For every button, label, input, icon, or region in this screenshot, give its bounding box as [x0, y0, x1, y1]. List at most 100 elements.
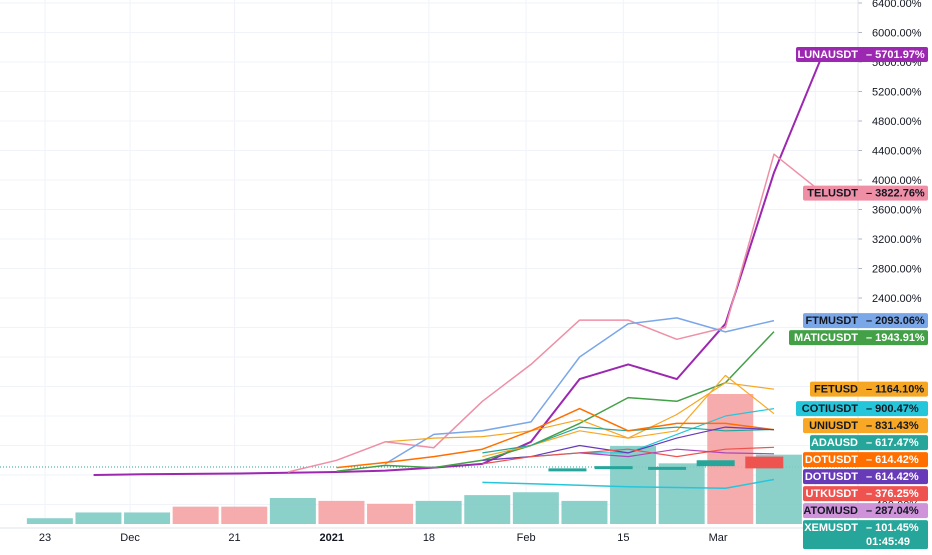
badge-bg	[803, 418, 928, 434]
badge-name: UTKUSDT	[805, 488, 858, 500]
price-badge: ADAUSD – 617.47%	[810, 435, 928, 451]
x-tick-label: Mar	[709, 532, 728, 544]
y-tick-label: 5200.00%	[872, 87, 922, 99]
y-tick-label: 4000.00%	[872, 175, 922, 187]
badge-bg	[803, 486, 928, 502]
badge-value: – 1164.10%	[866, 384, 924, 396]
price-badge: DOTUSDT – 614.42%	[803, 469, 928, 485]
price-badge: UNIUSDT – 831.43%	[803, 418, 928, 434]
volume-bar	[658, 463, 705, 524]
badge-name: MATICUSDT	[794, 332, 858, 344]
x-tick-label: 15	[617, 532, 629, 544]
y-tick-label: 6400.00%	[872, 0, 922, 10]
badge-name: ADAUSD	[811, 437, 858, 449]
price-badge: FETUSD – 1164.10%	[810, 381, 928, 397]
badge-bg	[803, 469, 928, 485]
badge-value: – 287.04%	[866, 505, 919, 517]
x-tick-label: Dec	[120, 532, 140, 544]
series-lines	[93, 54, 824, 490]
badge-value: – 900.47%	[866, 403, 919, 415]
volume-bar	[415, 500, 462, 524]
series-line	[579, 448, 775, 458]
price-badge: TELUSDT – 3822.76%	[803, 185, 928, 201]
candle	[548, 468, 587, 472]
candle	[648, 466, 687, 470]
y-tick-label: 2400.00%	[872, 293, 922, 305]
price-badge: FTMUSDT – 2093.06%	[803, 313, 928, 329]
badge-value: – 5701.97%	[866, 49, 925, 61]
badge-name: DOTUSDT	[805, 471, 858, 483]
price-badge: LUNAUSDT – 5701.97%	[796, 46, 928, 62]
volume-bar	[561, 500, 608, 524]
badge-bg	[803, 185, 928, 201]
volume-bar	[464, 495, 511, 524]
badge-value: – 3822.76%	[866, 188, 925, 200]
series-line	[93, 54, 824, 476]
badge-value: – 2093.06%	[866, 315, 925, 327]
volume-bar	[221, 506, 268, 524]
candle	[696, 460, 735, 467]
badge-value: – 376.25%	[866, 488, 919, 500]
badge-bg	[803, 520, 928, 550]
badge-value: – 614.42%	[866, 454, 919, 466]
series-line	[336, 407, 775, 469]
volume-bar	[512, 492, 559, 524]
y-tick-label: 3600.00%	[872, 205, 922, 217]
badge-bg	[789, 330, 928, 346]
badge-name: TELUSDT	[807, 188, 858, 200]
candle	[594, 466, 633, 470]
price-badge: ATOMUSD – 287.04%	[803, 503, 928, 519]
candle	[745, 456, 784, 469]
main-candles	[548, 456, 784, 472]
volume-bar	[269, 498, 316, 524]
badge-name: COTIUSDT	[802, 403, 859, 415]
x-tick-label: 18	[423, 532, 435, 544]
badge-name: FETUSD	[814, 384, 858, 396]
badge-value: – 1943.91%	[866, 332, 925, 344]
badge-value: – 614.42%	[866, 471, 919, 483]
badge-value: – 617.47%	[866, 437, 919, 449]
volume-bar	[124, 512, 171, 524]
y-tick-label: 4800.00%	[872, 116, 922, 128]
y-tick-label: 3200.00%	[872, 234, 922, 246]
y-tick-label: 6000.00%	[872, 28, 922, 40]
volume-bar	[26, 518, 73, 524]
badge-bg	[796, 46, 928, 62]
badge-bg	[810, 381, 928, 397]
badge-value: – 831.43%	[866, 420, 919, 432]
series-line	[287, 153, 824, 473]
series-line	[336, 331, 775, 473]
badge-bg	[796, 401, 928, 417]
badge-name: DOTUSDT	[805, 454, 858, 466]
series-line	[482, 446, 775, 465]
badge-bg	[803, 452, 928, 468]
badge-bg	[803, 503, 928, 519]
volume-bar	[172, 506, 219, 524]
badge-name: XEMUSDT	[804, 522, 858, 534]
price-badge: DOTUSDT – 614.42%	[803, 452, 928, 468]
y-tick-label: 2800.00%	[872, 264, 922, 276]
badge-name: ATOMUSD	[803, 505, 858, 517]
volume-bar	[367, 503, 414, 524]
volume-bar	[318, 500, 365, 524]
price-badge: UTKUSDT – 376.25%	[803, 486, 928, 502]
y-tick-label: 4400.00%	[872, 146, 922, 158]
badge-name: FTMUSDT	[805, 315, 858, 327]
volume-bar	[75, 512, 122, 524]
volume-bar	[610, 446, 657, 524]
badge-bg	[810, 435, 928, 451]
price-badge: MATICUSDT – 1943.91%	[789, 330, 928, 346]
series-line	[384, 317, 775, 465]
x-axis: 23Dec21202118Feb15Mar15	[0, 527, 858, 544]
badge-value: – 101.45%	[866, 522, 919, 534]
badge-countdown: 01:45:49	[866, 536, 910, 548]
x-tick-label: Feb	[517, 532, 536, 544]
x-tick-label: 21	[228, 532, 240, 544]
badge-name: UNIUSDT	[809, 420, 858, 432]
price-badge: COTIUSDT – 900.47%	[796, 401, 928, 417]
x-tick-label: 23	[39, 532, 51, 544]
series-line	[482, 478, 775, 490]
x-tick-label: 2021	[319, 532, 343, 544]
